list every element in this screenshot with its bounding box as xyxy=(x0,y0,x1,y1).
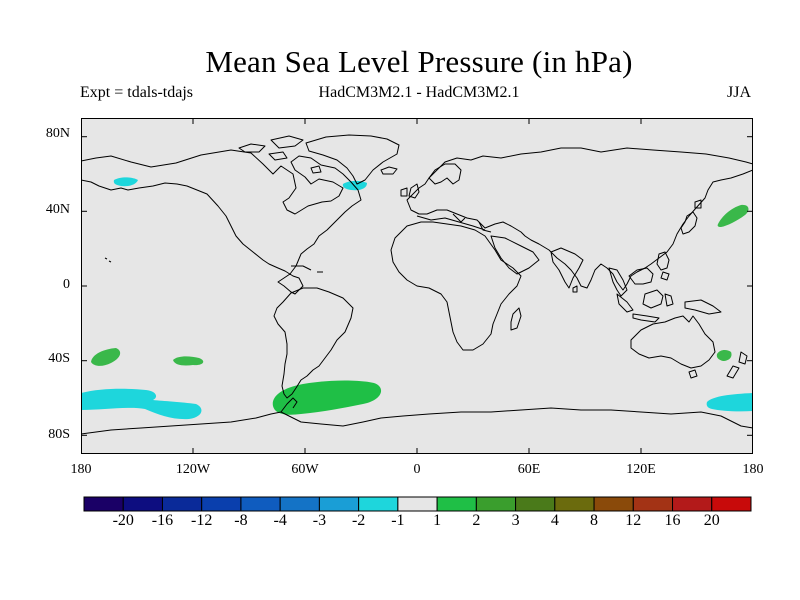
figure-title: Mean Sea Level Pressure (in hPa) xyxy=(205,44,633,79)
coastline-greenland xyxy=(305,134,400,185)
southwest-pacific-negative-region xyxy=(706,393,753,412)
northwest-pacific-positive-region xyxy=(717,204,749,227)
lon-label-0: 0 xyxy=(413,462,421,477)
coastline-british-isles xyxy=(400,183,420,199)
lon-label-60w: 60W xyxy=(291,462,319,477)
colorbar-label: 4 xyxy=(550,512,559,529)
colorbar-swatch xyxy=(122,496,163,512)
colorbar-label: 1 xyxy=(433,512,442,529)
coastline-australia xyxy=(630,315,716,369)
lat-label-0: 0 xyxy=(63,277,70,292)
coastline-mediterranean xyxy=(416,213,492,233)
model-label: HadCM3M2.1 - HadCM3M2.1 xyxy=(318,84,520,101)
lon-label-180-west: 180 xyxy=(70,462,92,477)
coastline-southeast-asia xyxy=(608,267,654,297)
coastline-scandinavia xyxy=(428,163,462,185)
coastline-india xyxy=(550,247,584,289)
colorbar-swatch xyxy=(279,496,320,512)
coastline-philippines xyxy=(656,251,670,281)
lon-label-60e: 60E xyxy=(517,462,541,477)
colorbar-label: 3 xyxy=(511,512,520,529)
coastline-hawaii xyxy=(104,257,112,263)
lat-label-40n: 40N xyxy=(45,202,70,217)
colorbar-label: -2 xyxy=(351,512,366,529)
south-pacific-positive-east-region xyxy=(173,356,204,366)
lon-label-180-east: 180 xyxy=(742,462,764,477)
lon-label-120w: 120W xyxy=(175,462,211,477)
coastline-indonesia xyxy=(616,289,722,323)
coastline-new-zealand xyxy=(726,351,748,379)
tasman-positive-region xyxy=(716,349,732,361)
season-label: JJA xyxy=(727,84,752,101)
coastline-madagascar xyxy=(510,307,522,331)
south-atlantic-positive-region xyxy=(272,380,382,415)
coastline-iceland xyxy=(380,166,398,175)
coastline-caribbean xyxy=(291,265,323,273)
colorbar-swatch xyxy=(161,496,203,512)
colorbar-swatch xyxy=(240,496,281,512)
coastline-north-america xyxy=(81,149,362,295)
colorbar-swatch xyxy=(515,496,556,512)
colorbar-swatch xyxy=(358,496,399,512)
coastline-antarctica xyxy=(81,407,753,435)
colorbar-label: -12 xyxy=(191,512,213,529)
colorbar-swatch xyxy=(83,496,124,512)
coastline-africa xyxy=(390,221,522,351)
lon-label-120e: 120E xyxy=(626,462,656,477)
colorbar-swatch xyxy=(554,496,595,512)
colorbar-swatch xyxy=(632,496,674,512)
coastline-south-america xyxy=(273,287,354,399)
coastlines xyxy=(81,134,753,435)
colorbar-label: 12 xyxy=(625,512,642,529)
colorbar-swatch xyxy=(711,496,752,512)
colorbar-label: 16 xyxy=(664,512,681,529)
experiment-label: Expt = tdals-tdajs xyxy=(80,84,194,101)
axis-ticks xyxy=(81,118,753,454)
colorbar-swatch xyxy=(201,496,242,512)
colorbar-swatch xyxy=(475,496,517,512)
north-atlantic-negative-region xyxy=(342,180,367,191)
colorbar-swatch xyxy=(318,496,360,512)
colorbar-label: 20 xyxy=(703,512,720,529)
coastline-japan xyxy=(680,199,702,235)
coastline-arabia xyxy=(490,235,540,275)
colorbar-label: -8 xyxy=(234,512,248,529)
south-pacific-positive-west-region xyxy=(91,348,121,366)
colorbar-swatch xyxy=(397,496,438,512)
coastline-antarctic-peninsula xyxy=(280,397,298,413)
colorbar-label: -1 xyxy=(391,512,405,529)
coastline-sri-lanka xyxy=(572,285,578,293)
colorbar-swatch xyxy=(436,496,477,512)
colorbar-swatch xyxy=(593,496,634,512)
north-pacific-negative-region xyxy=(113,177,138,187)
colorbar-label: -16 xyxy=(151,512,174,529)
lat-label-80n: 80N xyxy=(45,126,70,141)
coastline-tasmania xyxy=(688,369,698,379)
colorbar-swatch xyxy=(672,496,713,512)
lat-label-40s: 40S xyxy=(48,351,70,366)
colorbar-label: -4 xyxy=(273,512,287,529)
world-map xyxy=(81,118,753,454)
colorbar-label: -3 xyxy=(312,512,327,529)
lat-label-80s: 80S xyxy=(48,427,70,442)
anomaly-fills xyxy=(81,177,753,420)
coastline-arctic-islands xyxy=(238,135,322,174)
colorbar-label: 2 xyxy=(472,512,481,529)
south-pacific-negative-region xyxy=(81,388,202,420)
coastline-eurasia xyxy=(406,147,753,291)
colorbar-label: 8 xyxy=(590,512,599,529)
colorbar-label: -20 xyxy=(112,512,134,529)
